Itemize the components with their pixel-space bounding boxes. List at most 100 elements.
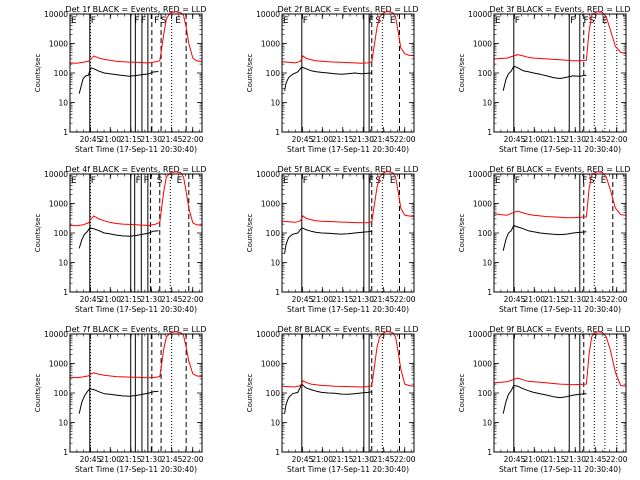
series-events-line — [284, 227, 372, 254]
panel-title: Det 7f BLACK = Events, RED = LLD — [65, 325, 206, 334]
y-axis-label: Counts/sec — [458, 54, 466, 93]
series-lld-line — [493, 11, 627, 62]
event-marker-label: F — [91, 16, 96, 26]
y-tick-label: 10 — [482, 99, 492, 108]
plot-frame — [69, 173, 203, 293]
event-marker-label: F — [144, 176, 149, 186]
event-marker-label: F — [515, 16, 520, 26]
y-tick-label: 100 — [54, 389, 69, 398]
panel-det-3f: Det 3f BLACK = Events, RED = LLD 1 10 100 10… — [458, 5, 631, 154]
x-tick-label: 21:15 — [332, 455, 354, 464]
panel-det-5f: Det 5f BLACK = Events, RED = LLD 1 10 100 10… — [246, 165, 419, 314]
x-tick-label: 21:15 — [120, 295, 142, 304]
plot-frame — [281, 333, 415, 453]
x-tick-label: 21:00 — [523, 295, 545, 304]
y-tick-label: 10000 — [256, 10, 280, 19]
event-marker-label: F — [582, 176, 587, 186]
x-tick-label: 21:30 — [140, 455, 162, 464]
event-marker-label: E — [177, 176, 183, 186]
x-axis-label: Start Time (17-Sep-11 20:30:40) — [287, 145, 409, 154]
y-tick-label: 10000 — [44, 10, 68, 19]
x-tick-label: 21:45 — [585, 455, 607, 464]
y-tick-label: 10000 — [44, 330, 68, 339]
event-marker-label: S — [157, 176, 163, 186]
panel-det-7f: Det 7f BLACK = Events, RED = LLD 1 10 100 10… — [34, 325, 207, 474]
x-tick-label: 21:15 — [544, 135, 566, 144]
series-events-line — [78, 67, 159, 94]
event-marker-label: E — [175, 16, 181, 26]
y-tick-label: 1000 — [49, 360, 68, 369]
x-tick-label: 21:00 — [99, 295, 121, 304]
y-tick-label: 100 — [478, 389, 493, 398]
y-tick-label: 1000 — [473, 360, 492, 369]
y-tick-label: 100 — [478, 229, 493, 238]
series-events-line — [284, 66, 372, 91]
x-tick-label: 21:45 — [373, 135, 395, 144]
event-marker-label: F — [303, 176, 308, 186]
panel-det-6f: Det 6f BLACK = Events, RED = LLD 1 10 100 10… — [458, 165, 631, 314]
y-tick-label: 1000 — [261, 200, 280, 209]
x-axis-label: Start Time (17-Sep-11 20:30:40) — [75, 465, 197, 474]
panel-title: Det 1f BLACK = Events, RED = LLD — [65, 5, 206, 14]
x-axis-label: Start Time (17-Sep-11 20:30:40) — [75, 305, 197, 314]
y-tick-label: 100 — [54, 229, 69, 238]
y-axis-label: Counts/sec — [246, 54, 254, 93]
y-tick-label: 1000 — [49, 200, 68, 209]
series-lld-line — [493, 331, 627, 387]
y-tick-label: 100 — [266, 69, 281, 78]
x-tick-label: 21:00 — [523, 455, 545, 464]
x-tick-label: 20:45 — [80, 135, 102, 144]
y-tick-label: 1 — [487, 288, 492, 297]
panel-title: Det 6f BLACK = Events, RED = LLD — [489, 165, 630, 174]
y-axis-label: Counts/sec — [458, 214, 466, 253]
event-marker-label: F — [141, 16, 146, 26]
y-tick-label: 1 — [487, 448, 492, 457]
y-tick-label: 100 — [54, 69, 69, 78]
x-tick-label: 21:45 — [373, 295, 395, 304]
series-events-line — [284, 383, 372, 414]
series-events-line — [78, 388, 159, 414]
series-lld-line — [493, 171, 627, 219]
series-events-line — [78, 227, 159, 249]
x-tick-label: 21:30 — [352, 295, 374, 304]
x-tick-label: 21:00 — [99, 455, 121, 464]
series-lld-line — [281, 10, 415, 64]
x-tick-label: 21:15 — [120, 455, 142, 464]
series-lld-line — [281, 170, 415, 224]
panel-det-1f: Det 1f BLACK = Events, RED = LLD 1 10 100 10… — [34, 5, 207, 154]
event-marker-label: E — [495, 16, 501, 26]
x-tick-label: 22:00 — [182, 135, 204, 144]
x-tick-label: 21:30 — [352, 455, 374, 464]
y-tick-label: 1000 — [49, 40, 68, 49]
x-tick-label: 20:45 — [504, 135, 526, 144]
y-tick-label: 1 — [275, 448, 280, 457]
y-tick-label: 10 — [270, 259, 280, 268]
event-marker-label: S — [589, 176, 595, 186]
event-marker-label: E — [390, 176, 396, 186]
x-axis-label: Start Time (17-Sep-11 20:30:40) — [75, 145, 197, 154]
x-tick-label: 21:15 — [332, 295, 354, 304]
series-lld-line — [69, 331, 203, 379]
y-tick-label: 10 — [482, 419, 492, 428]
y-axis-label: Counts/sec — [34, 214, 42, 253]
y-axis-label: Counts/sec — [246, 214, 254, 253]
y-tick-label: 10 — [58, 419, 68, 428]
event-marker-label: F — [369, 176, 374, 186]
x-tick-label: 22:00 — [606, 135, 628, 144]
y-tick-label: 1 — [487, 128, 492, 137]
panel-title: Det 5f BLACK = Events, RED = LLD — [277, 165, 418, 174]
event-marker-label: E — [283, 16, 289, 26]
y-tick-label: 10000 — [256, 330, 280, 339]
x-axis-label: Start Time (17-Sep-11 20:30:40) — [287, 305, 409, 314]
x-tick-label: 21:15 — [332, 135, 354, 144]
x-axis-label: Start Time (17-Sep-11 20:30:40) — [499, 465, 621, 474]
x-tick-label: 21:30 — [564, 135, 586, 144]
y-tick-label: 1000 — [261, 40, 280, 49]
x-tick-label: 20:45 — [80, 455, 102, 464]
x-tick-label: 22:00 — [606, 455, 628, 464]
x-tick-label: 22:00 — [394, 455, 416, 464]
event-marker-label: E — [71, 16, 77, 26]
y-axis-label: Counts/sec — [34, 374, 42, 413]
series-lld-line — [281, 330, 415, 388]
x-tick-label: 21:30 — [140, 135, 162, 144]
